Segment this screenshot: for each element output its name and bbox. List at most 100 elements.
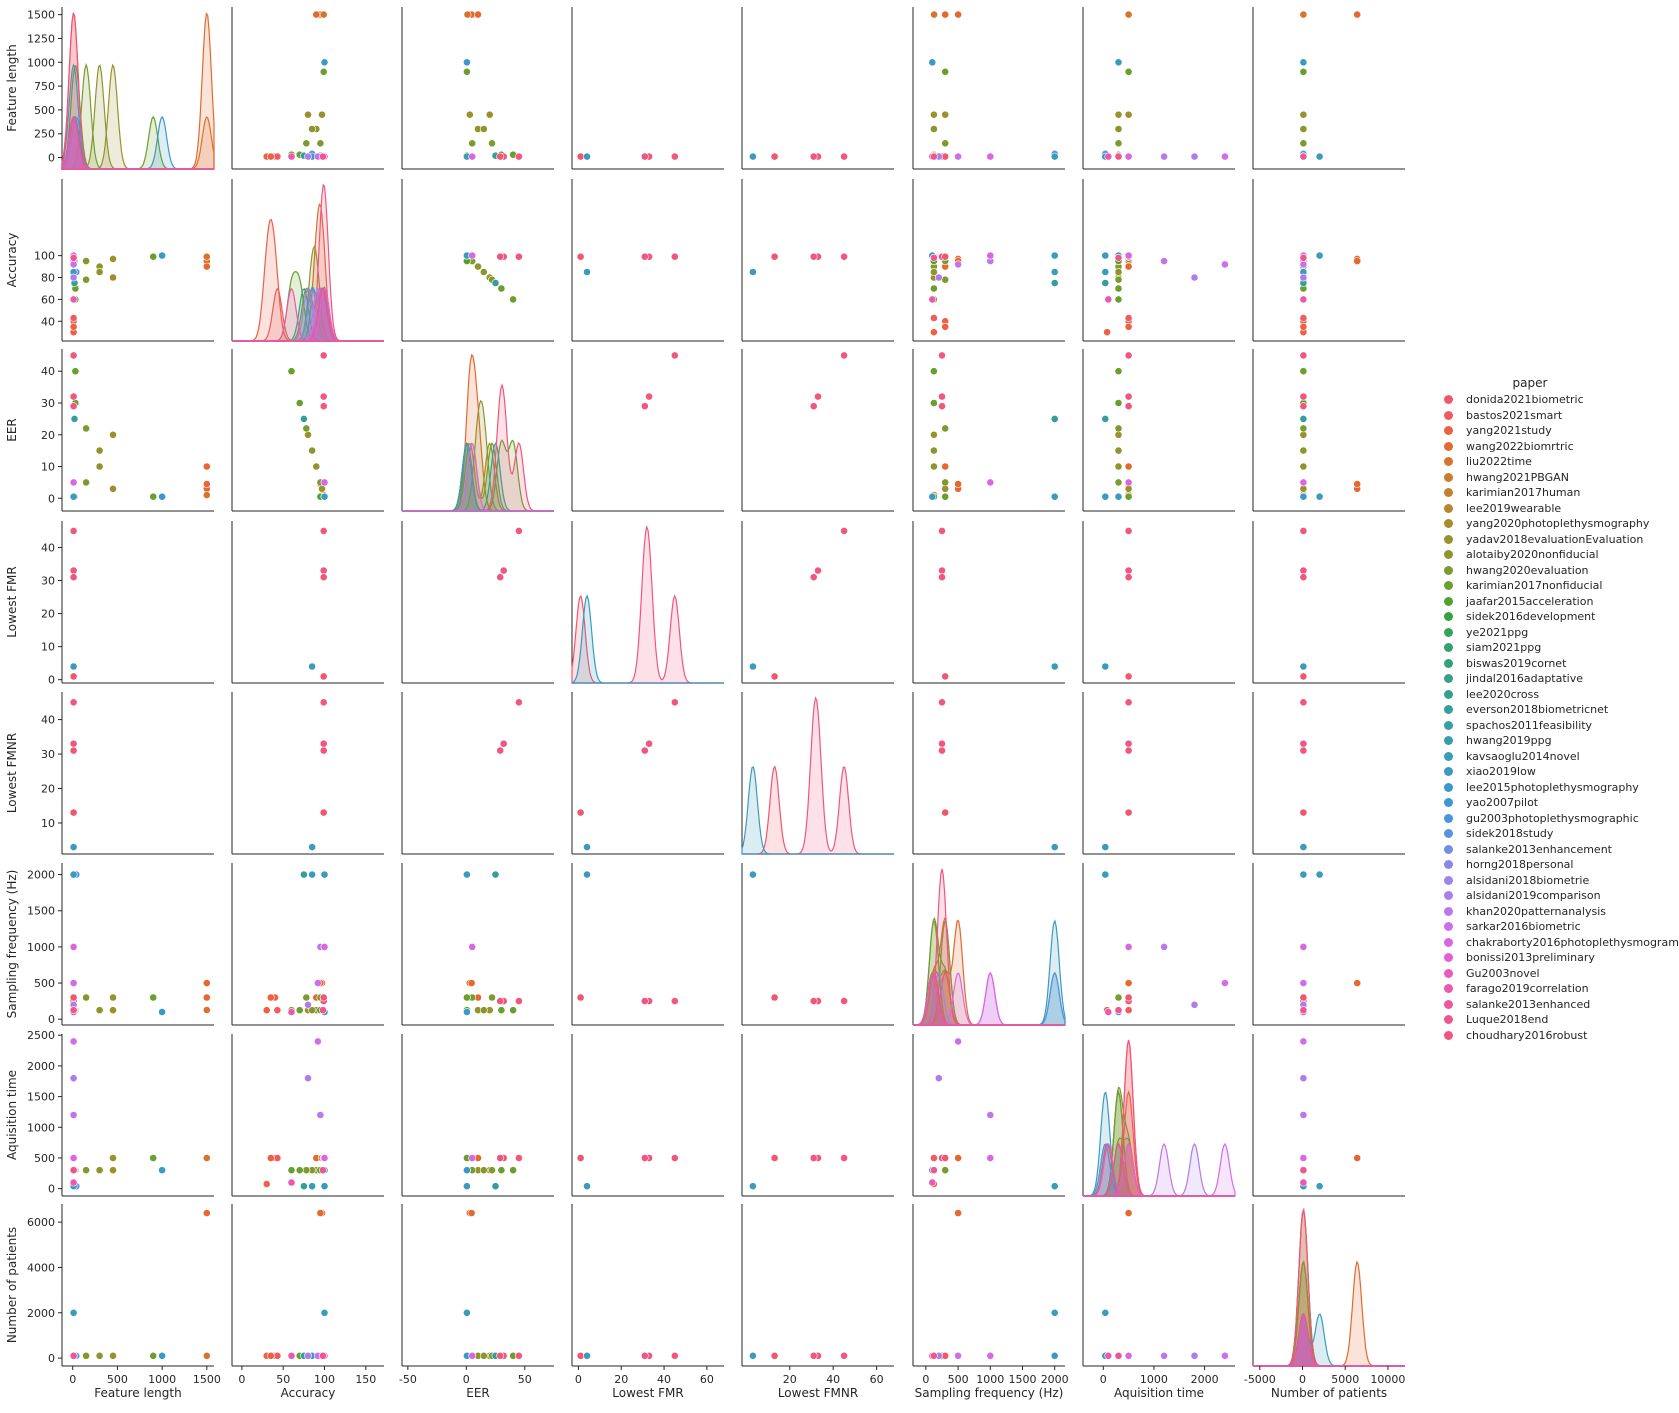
y-tick-label: 60 bbox=[41, 293, 55, 306]
data-point bbox=[670, 997, 679, 1005]
legend-marker bbox=[1444, 565, 1453, 575]
data-point bbox=[462, 67, 471, 76]
data-point bbox=[1114, 1351, 1123, 1360]
data-point bbox=[1190, 273, 1199, 282]
data-point bbox=[809, 1351, 818, 1360]
data-point bbox=[69, 1111, 78, 1119]
data-point bbox=[82, 257, 90, 265]
data-point bbox=[941, 10, 950, 19]
data-point bbox=[1353, 1154, 1362, 1162]
data-point bbox=[1299, 573, 1308, 582]
legend-marker bbox=[1444, 767, 1453, 777]
legend-item: sarkar2016biometric bbox=[1440, 919, 1679, 935]
data-point bbox=[1050, 414, 1059, 423]
data-point bbox=[319, 10, 328, 19]
legend-label: siam2021ppg bbox=[1466, 641, 1542, 655]
data-point bbox=[69, 672, 78, 681]
data-point bbox=[319, 698, 328, 707]
data-point bbox=[1050, 279, 1059, 287]
data-point bbox=[954, 1351, 962, 1360]
data-point bbox=[287, 1166, 296, 1175]
data-point bbox=[316, 139, 325, 148]
data-point bbox=[69, 993, 78, 1002]
density-curve bbox=[742, 696, 894, 855]
legend: paper donida2021biometric bastos2021smart… bbox=[1440, 376, 1679, 1043]
data-point bbox=[474, 10, 482, 19]
data-point bbox=[468, 139, 477, 148]
data-point bbox=[1103, 328, 1111, 337]
data-point bbox=[1299, 392, 1308, 401]
legend-item: gu2003photoplethysmographic bbox=[1440, 811, 1679, 827]
data-point bbox=[69, 492, 78, 501]
data-point bbox=[318, 152, 327, 161]
data-point bbox=[1114, 125, 1123, 133]
density-curve bbox=[913, 972, 1065, 1026]
x-tick-label: 0 bbox=[238, 1373, 245, 1386]
data-point bbox=[320, 478, 329, 487]
data-point bbox=[1221, 152, 1229, 161]
data-point bbox=[1104, 1351, 1113, 1360]
legend-item: spachos2011feasibility bbox=[1440, 718, 1679, 734]
legend-marker bbox=[1444, 395, 1453, 405]
legend-item: karimian2017nonfiducial bbox=[1440, 578, 1679, 594]
data-point bbox=[1124, 943, 1133, 951]
data-point bbox=[1050, 152, 1059, 161]
data-point bbox=[1114, 424, 1123, 433]
legend-marker bbox=[1444, 891, 1453, 901]
x-tick-label: 500 bbox=[948, 1373, 969, 1386]
data-point bbox=[496, 997, 505, 1005]
legend-label: xiao2019low bbox=[1466, 765, 1536, 779]
data-point bbox=[496, 1351, 505, 1360]
data-point bbox=[930, 314, 938, 322]
legend-label: hwang2019ppg bbox=[1466, 734, 1552, 748]
data-point bbox=[295, 399, 304, 407]
data-point bbox=[479, 268, 488, 276]
data-point bbox=[287, 367, 296, 376]
data-point bbox=[1124, 739, 1133, 748]
legend-item: wang2022biomrtric bbox=[1440, 439, 1679, 455]
legend-label: jaafar2015acceleration bbox=[1466, 594, 1594, 608]
legend-marker bbox=[1444, 999, 1453, 1009]
legend-item: lee2015photoplethysmography bbox=[1440, 780, 1679, 796]
legend-label: chakraborty2016photoplethysmogram bbox=[1466, 935, 1679, 949]
data-point bbox=[82, 478, 90, 487]
data-point bbox=[1124, 152, 1133, 161]
data-point bbox=[158, 251, 166, 260]
data-point bbox=[468, 943, 477, 951]
data-point bbox=[941, 672, 950, 681]
data-point bbox=[202, 491, 211, 499]
data-point bbox=[749, 268, 757, 276]
data-point bbox=[954, 10, 962, 19]
data-point bbox=[109, 1006, 117, 1015]
legend-item: liu2022time bbox=[1440, 454, 1679, 470]
data-point bbox=[149, 993, 158, 1002]
x-axis-label-sampling-frequency-hz: Sampling frequency (Hz) bbox=[915, 1386, 1064, 1400]
data-point bbox=[1190, 1000, 1199, 1009]
data-point bbox=[938, 698, 946, 707]
data-point bbox=[515, 997, 523, 1005]
data-point bbox=[319, 672, 328, 681]
data-point bbox=[515, 252, 523, 261]
data-point bbox=[1190, 1351, 1199, 1360]
x-axis-label-lowest-fmnr: Lowest FMNR bbox=[778, 1386, 858, 1400]
y-tick-label: 500 bbox=[34, 977, 55, 990]
data-point bbox=[308, 446, 316, 455]
data-point bbox=[287, 1008, 296, 1016]
legend-label: gu2003photoplethysmographic bbox=[1466, 811, 1639, 825]
legend-label: spachos2011feasibility bbox=[1466, 718, 1593, 732]
legend-item: lee2020cross bbox=[1440, 687, 1679, 703]
data-point bbox=[941, 808, 950, 817]
y-tick-label: 1500 bbox=[27, 9, 55, 22]
data-point bbox=[69, 295, 78, 304]
data-point bbox=[109, 254, 117, 263]
legend-marker bbox=[1444, 751, 1453, 761]
data-point bbox=[1299, 527, 1308, 535]
data-point bbox=[941, 478, 950, 487]
x-tick-label: 0 bbox=[575, 1373, 582, 1386]
data-point bbox=[69, 392, 78, 401]
data-point bbox=[287, 1351, 296, 1360]
x-tick-label: 10000 bbox=[1370, 1373, 1405, 1386]
legend-marker bbox=[1444, 813, 1453, 823]
legend-item: alsidani2019comparison bbox=[1440, 888, 1679, 904]
legend-label: choudhary2016robust bbox=[1466, 1028, 1588, 1042]
